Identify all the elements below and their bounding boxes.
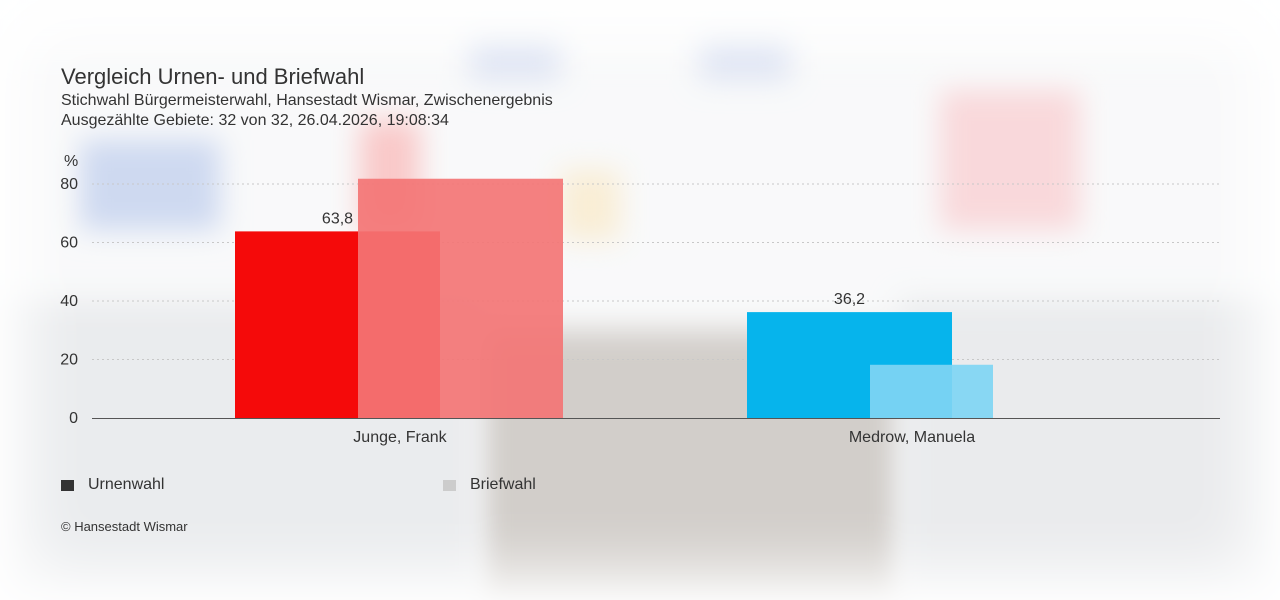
chart-subtitle: Stichwahl Bürgermeisterwahl, Hansestadt …	[61, 92, 553, 109]
counting-status: Ausgezählte Gebiete: 32 von 32, 26.04.20…	[61, 112, 449, 129]
copyright: © Hansestadt Wismar	[61, 519, 188, 534]
legend-swatch-urnenwahl	[61, 479, 74, 491]
y-tick-label: 60	[60, 235, 78, 252]
bar-briefwahl-0	[358, 178, 563, 418]
y-axis-unit: %	[64, 153, 78, 170]
y-tick-label: 20	[60, 352, 78, 369]
data-label: 36,2	[834, 291, 865, 308]
y-tick-label: 40	[60, 293, 78, 310]
x-tick-label: Junge, Frank	[353, 429, 447, 446]
legend-swatch-briefwahl	[443, 479, 456, 491]
y-tick-label: 0	[69, 410, 78, 427]
legend-item-urnenwahl[interactable]: Urnenwahl	[61, 476, 164, 494]
legend-item-briefwahl[interactable]: Briefwahl	[443, 476, 536, 494]
chart-title: Vergleich Urnen- und Briefwahl	[61, 64, 365, 89]
x-tick-label: Medrow, Manuela	[849, 429, 975, 446]
data-label: 63,8	[322, 210, 353, 227]
y-tick-label: 80	[60, 176, 78, 193]
bar-briefwahl-1	[870, 364, 993, 418]
legend-label-urnenwahl: Urnenwahl	[88, 476, 165, 493]
legend-label-briefwahl: Briefwahl	[470, 476, 536, 493]
